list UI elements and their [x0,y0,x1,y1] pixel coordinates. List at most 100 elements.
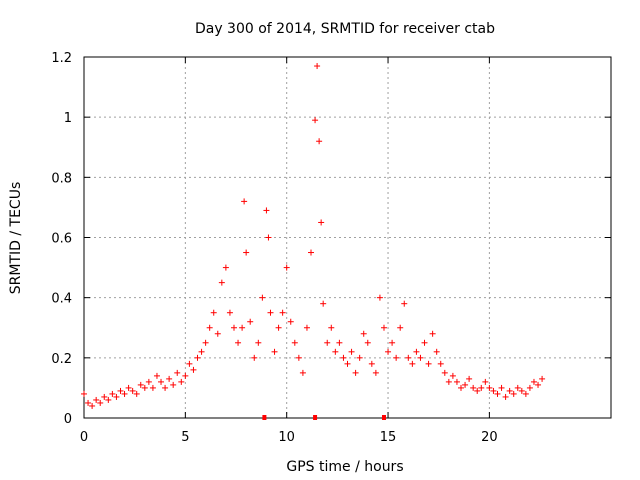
data-point [433,348,440,355]
data-point [170,381,177,388]
data-point [275,324,282,331]
data-point [490,387,497,394]
x-axis-label: GPS time / hours [286,459,403,475]
data-point [336,339,343,346]
data-point [372,369,379,376]
data-point [162,384,169,391]
data-point [486,384,493,391]
data-point [364,339,371,346]
data-point [441,369,448,376]
data-point [328,324,335,331]
data-point [186,360,193,367]
data-point [235,339,242,346]
data-point [299,369,306,376]
data-point [494,390,501,397]
data-point [348,348,355,355]
data-point [226,309,233,316]
data-point [437,360,444,367]
x-tick-label: 0 [80,430,88,445]
data-point [409,360,416,367]
data-point [271,348,278,355]
chart-title: Day 300 of 2014, SRMTID for receiver cta… [195,21,495,37]
data-point [498,384,505,391]
data-point [105,396,112,403]
data-point [153,372,160,379]
data-point [389,339,396,346]
data-point [287,318,294,325]
data-point [320,300,327,307]
data-point [312,117,319,124]
data-point [241,198,248,205]
data-point [230,324,237,331]
data-point [97,399,104,406]
data-point [263,207,270,214]
data-point [113,393,120,400]
y-tick-label: 1 [64,111,72,126]
data-point [314,63,321,70]
data-point [145,378,152,385]
x-tick-label: 5 [181,430,189,445]
data-point [247,318,254,325]
data-point [376,294,383,301]
data-point [397,324,404,331]
data-point [202,339,209,346]
data-point [380,324,387,331]
data-point [429,330,436,337]
data-point [295,354,302,361]
data-point [344,360,351,367]
rug-mark [381,415,386,420]
y-tick-label: 0.2 [51,352,72,367]
data-point [239,324,246,331]
data-point [385,348,392,355]
data-point [368,360,375,367]
data-point [445,378,452,385]
data-point [206,324,213,331]
data-point [109,390,116,397]
data-point [133,390,140,397]
data-point [129,387,136,394]
data-point [137,381,144,388]
data-point [101,393,108,400]
data-point [178,378,185,385]
data-point [502,393,509,400]
data-point [198,348,205,355]
data-point [462,381,469,388]
data-point [453,378,460,385]
data-point [85,399,92,406]
x-tick-label: 20 [481,430,498,445]
y-tick-label: 0.6 [51,232,72,247]
data-point [255,339,262,346]
data-point [401,300,408,307]
rug-marks [262,415,386,420]
data-points [81,63,546,409]
data-point [158,378,165,385]
data-point [243,249,250,256]
data-point [421,339,428,346]
data-point [470,384,477,391]
axis-ticks: 0 0.2 0.4 0.6 0.8 1 1.2 0 5 10 15 20 [51,51,611,445]
data-point [316,138,323,145]
data-point [166,375,173,382]
y-tick-label: 1.2 [51,51,72,66]
data-point [182,372,189,379]
y-tick-label: 0 [64,412,72,427]
data-point [518,387,525,394]
data-point [506,387,513,394]
grid [84,57,611,418]
data-point [251,354,258,361]
data-point [539,375,546,382]
data-point [522,390,529,397]
data-point [332,348,339,355]
x-tick-label: 15 [380,430,397,445]
data-point [265,234,272,241]
data-point [141,384,148,391]
data-point [514,384,521,391]
data-point [174,369,181,376]
data-point [352,369,359,376]
data-point [214,330,221,337]
data-point [308,249,315,256]
rug-mark [262,415,267,420]
data-point [291,339,298,346]
data-point [478,384,485,391]
data-point [360,330,367,337]
